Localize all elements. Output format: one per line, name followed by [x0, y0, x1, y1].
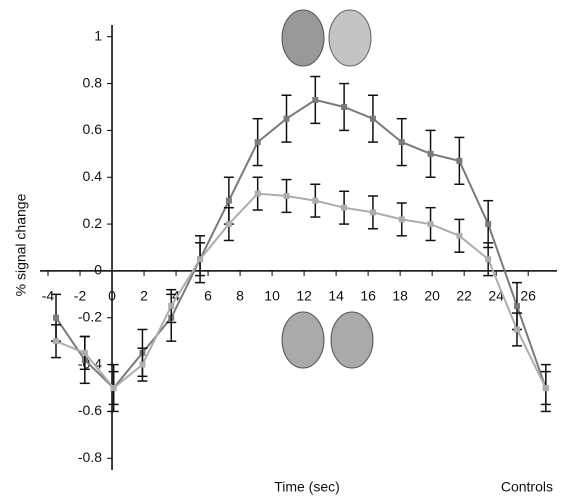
x-tick-label: 20 [424, 288, 440, 304]
series-line [55, 98, 547, 390]
point [53, 338, 60, 345]
series-line [55, 192, 547, 390]
y-axis-label: % signal change [13, 193, 29, 296]
x-tick-label: 24 [488, 288, 504, 304]
x-tick-label: 2 [140, 288, 148, 304]
x-tick-label: 16 [360, 288, 376, 304]
point [53, 314, 60, 321]
point [283, 192, 290, 199]
point [168, 303, 175, 310]
x-tick-label: 0 [108, 288, 116, 304]
y-tick-label: 0 [94, 262, 102, 278]
point [427, 150, 434, 157]
point [369, 209, 376, 216]
y-tick-label: 0.2 [83, 215, 103, 231]
point [283, 115, 290, 122]
point [197, 256, 204, 263]
x-tick-label: 18 [392, 288, 408, 304]
point [341, 103, 348, 110]
x-axis-label: Time (sec) [274, 479, 340, 495]
y-tick-label: -0.2 [78, 308, 102, 324]
point [456, 157, 463, 164]
faces-bottom [281, 311, 374, 369]
point [485, 221, 492, 228]
point [139, 361, 146, 368]
point [312, 96, 319, 103]
x-tick-label: 4 [172, 288, 180, 304]
x-tick-label: 6 [204, 288, 212, 304]
point [485, 256, 492, 263]
point [110, 385, 117, 392]
x-tick-label: 10 [264, 288, 280, 304]
point [341, 204, 348, 211]
point [312, 197, 319, 204]
y-tick-label: 0.8 [83, 74, 103, 90]
point [369, 115, 376, 122]
annotation: Controls [501, 479, 553, 495]
x-tick-label: 22 [456, 288, 472, 304]
faces-top [281, 9, 372, 67]
point [513, 303, 520, 310]
point [542, 385, 549, 392]
x-tick-label: 14 [328, 288, 344, 304]
point [81, 349, 88, 356]
y-tick-label: 1 [94, 27, 102, 43]
x-tick-label: 8 [236, 288, 244, 304]
point [254, 139, 261, 146]
point [398, 139, 405, 146]
point [456, 232, 463, 239]
x-tick-label: -4 [42, 288, 55, 304]
point [225, 197, 232, 204]
y-tick-label: 0.6 [83, 121, 103, 137]
point [427, 221, 434, 228]
x-tick-label: 12 [296, 288, 312, 304]
point [398, 216, 405, 223]
point [254, 190, 261, 197]
point [513, 326, 520, 333]
y-tick-label: -0.8 [78, 449, 102, 465]
x-tick-label: 26 [520, 288, 536, 304]
x-tick-label: -2 [74, 288, 87, 304]
y-tick-label: 0.4 [83, 168, 103, 184]
point [225, 221, 232, 228]
y-tick-label: -0.6 [78, 402, 102, 418]
